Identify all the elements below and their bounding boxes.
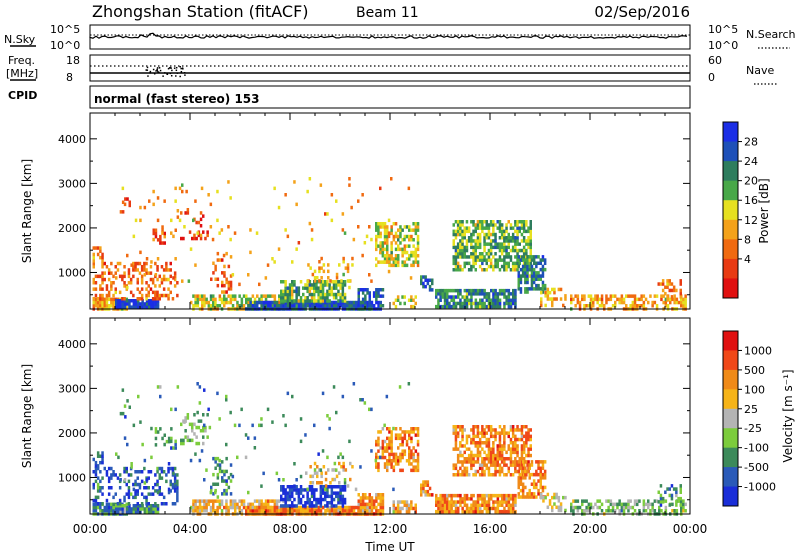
y-tick-label: 2000 (58, 427, 86, 440)
velocity-scatter (92, 382, 687, 516)
colorbar-tick-label: 4 (744, 253, 751, 266)
freq-label-line2: [MHz] (6, 67, 38, 80)
colorbar-segment (723, 239, 738, 260)
velocity-axes: 1000 2000 3000 4000 (58, 318, 691, 514)
colorbar-tick-label: 28 (744, 136, 758, 149)
nave-tick-bottom: 0 (708, 71, 715, 84)
y-tick-label: 1000 (58, 471, 86, 484)
colorbar-tick-label: 100 (744, 383, 765, 396)
colorbar-segment (723, 408, 738, 429)
freq-panel (89, 54, 691, 82)
colorbar-tick-label: 24 (744, 155, 758, 168)
y-tick-label: 3000 (58, 382, 86, 395)
nsky-label: N.Sky (4, 33, 36, 46)
velocity-panel-frame (89, 317, 691, 515)
colorbar-segment (723, 428, 738, 449)
x-tick-label: 00:00 (73, 522, 108, 536)
y-tick-label: 2000 (58, 222, 86, 235)
nsky-line (89, 32, 688, 39)
colorbar-tick-label: -100 (744, 442, 769, 455)
colorbar-tick-label: 12 (744, 214, 758, 227)
colorbar-tick-label: 20 (744, 175, 758, 188)
x-tick-label: 08:00 (273, 522, 308, 536)
freq-trace (90, 65, 690, 78)
y-tick-label: 1000 (58, 266, 86, 279)
freq-label-line1: Freq. (8, 54, 35, 67)
colorbar-segment (723, 389, 738, 410)
x-tick-label: 12:00 (373, 522, 408, 536)
colorbar-segment (723, 122, 738, 143)
cpid-value: normal (fast stereo) 153 (94, 92, 260, 106)
colorbar-segment (723, 278, 738, 299)
freq-tick-bottom: 8 (66, 71, 73, 84)
colorbar-tick-label: 16 (744, 194, 758, 207)
colorbar-tick-label: 1000 (744, 344, 772, 357)
power-axes: 1000 2000 3000 4000 (58, 113, 691, 309)
colorbar-segment (723, 486, 738, 507)
colorbar-tick-label: -500 (744, 461, 769, 474)
nsky-tick-bottom: 10^0 (50, 39, 80, 52)
colorbar-tick-label: -25 (744, 422, 762, 435)
colorbar-segment (723, 219, 738, 240)
y-tick-label: 3000 (58, 177, 86, 190)
x-tick-label: 00:00 (673, 522, 708, 536)
x-tick-label: 04:00 (173, 522, 208, 536)
nave-tick-top: 60 (708, 54, 722, 67)
colorbar-segment (723, 447, 738, 468)
power-ylabel: Slant Range [km] (20, 159, 34, 263)
colorbar-segment (723, 141, 738, 162)
power-panel-frame (89, 112, 691, 310)
colorbar-tick-label: 25 (744, 403, 758, 416)
nsky-trace (89, 32, 690, 39)
nsky-right-tick-top: 10^5 (708, 23, 738, 36)
colorbar-segment (723, 161, 738, 182)
x-tick-labels: 00:00 04:00 08:00 12:00 16:00 20:00 00:00 (73, 522, 708, 536)
beam-label: Beam 11 (356, 5, 419, 21)
cpid-label: CPID (8, 89, 37, 102)
freq-tick-top: 18 (66, 54, 80, 67)
colorbar-segment (723, 369, 738, 390)
y-tick-label: 4000 (58, 133, 86, 146)
colorbar-tick-label: 500 (744, 364, 765, 377)
y-tick-label: 4000 (58, 338, 86, 351)
nave-label: Nave (746, 64, 774, 77)
nsky-right-tick-bottom: 10^0 (708, 39, 738, 52)
x-axis-label: Time UT (364, 540, 415, 554)
power-colorbar-label: Power [dB] (757, 178, 771, 243)
nsearch-label: N.Search (746, 28, 796, 41)
power-colorbar: 28 24 20 16 12 8 4 (722, 121, 758, 299)
power-scatter (92, 177, 687, 311)
nsky-tick-top: 10^5 (50, 23, 80, 36)
colorbar-segment (723, 331, 738, 351)
colorbar-segment (723, 180, 738, 201)
velocity-colorbar: 1000 500 100 25 -25 -100 -500 -1000 (722, 330, 776, 507)
colorbar-segment (723, 467, 738, 488)
velocity-colorbar-label: Velocity [m s⁻¹] (781, 369, 795, 462)
colorbar-segment (723, 200, 738, 221)
colorbar-tick-label: 8 (744, 233, 751, 246)
velocity-ylabel: Slant Range [km] (20, 364, 34, 468)
colorbar-segment (723, 258, 738, 279)
colorbar-tick-label: -1000 (744, 481, 776, 494)
x-tick-label: 16:00 (473, 522, 508, 536)
date-label: 02/Sep/2016 (594, 3, 690, 21)
station-title: Zhongshan Station (fitACF) (92, 2, 309, 21)
colorbar-segment (723, 350, 738, 371)
x-tick-label: 20:00 (573, 522, 608, 536)
